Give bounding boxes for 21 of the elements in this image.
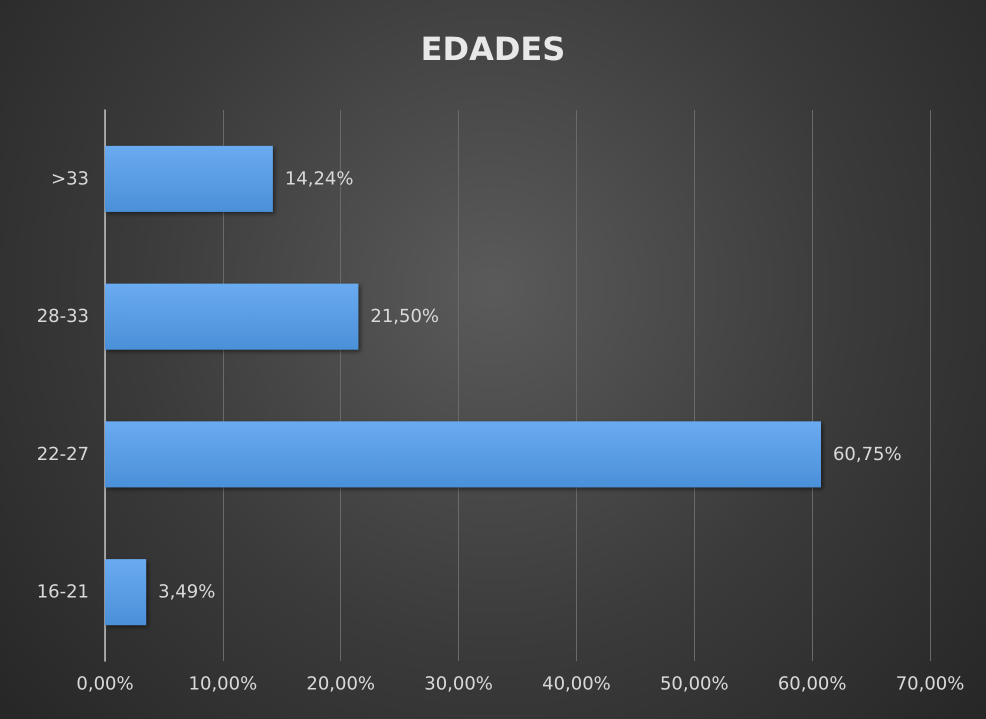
x-tick-label: 50,00% [660,674,729,694]
x-tick-label: 30,00% [424,674,493,694]
y-tick-label: 28-33 [36,306,89,328]
y-tick-label: 16-21 [36,582,89,603]
x-tick-label: 0,00% [76,674,134,694]
y-tick-label: 22-27 [36,444,89,465]
x-tick-label: 10,00% [188,674,258,694]
data-label: 3,49% [158,582,216,603]
y-tick-label: >33 [51,168,89,190]
bar [105,559,146,626]
bar [105,421,821,488]
bar [105,146,273,212]
x-tick-label: 20,00% [306,674,376,694]
data-label: 60,75% [832,444,902,465]
x-tick-label: 60,00% [778,674,846,694]
data-label: 21,50% [370,306,440,328]
x-tick-label: 70,00% [896,674,964,694]
data-label: 14,24% [284,168,354,190]
x-tick-label: 40,00% [542,674,611,694]
bar [105,284,358,350]
chart-title: EDADES [420,30,566,68]
